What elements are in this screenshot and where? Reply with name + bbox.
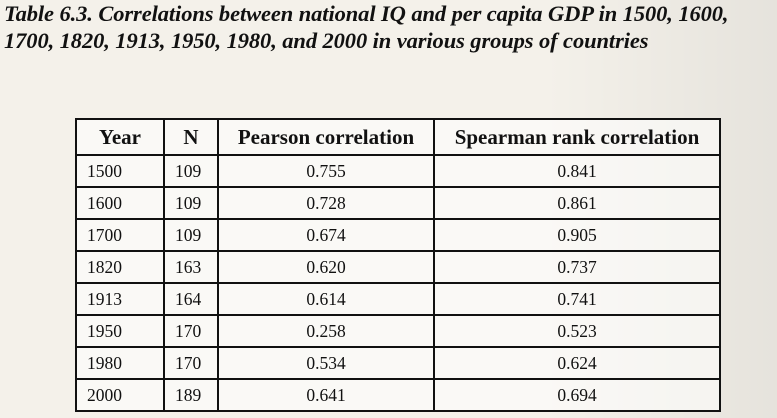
cell-n: 164 (163, 282, 219, 316)
correlation-table: Year N Pearson correlation Spearman rank… (75, 118, 721, 412)
column-header-pearson: Pearson correlation (217, 118, 435, 156)
cell-pearson: 0.534 (217, 346, 435, 380)
table-row: 1700 109 0.674 0.905 (75, 218, 721, 252)
cell-spearman: 0.841 (433, 154, 721, 188)
cell-n: 170 (163, 346, 219, 380)
cell-year: 1950 (75, 314, 165, 348)
cell-n: 170 (163, 314, 219, 348)
table-row: 2000 189 0.641 0.694 (75, 378, 721, 412)
cell-n: 109 (163, 218, 219, 252)
table-row: 1913 164 0.614 0.741 (75, 282, 721, 316)
cell-spearman: 0.905 (433, 218, 721, 252)
cell-year: 1500 (75, 154, 165, 188)
cell-pearson: 0.674 (217, 218, 435, 252)
cell-spearman: 0.624 (433, 346, 721, 380)
table-header-row: Year N Pearson correlation Spearman rank… (75, 118, 721, 156)
cell-spearman: 0.523 (433, 314, 721, 348)
table-row: 1820 163 0.620 0.737 (75, 250, 721, 284)
cell-spearman: 0.741 (433, 282, 721, 316)
cell-n: 189 (163, 378, 219, 412)
cell-year: 1820 (75, 250, 165, 284)
cell-pearson: 0.728 (217, 186, 435, 220)
cell-spearman: 0.861 (433, 186, 721, 220)
cell-n: 163 (163, 250, 219, 284)
cell-n: 109 (163, 154, 219, 188)
cell-pearson: 0.755 (217, 154, 435, 188)
table-row: 1600 109 0.728 0.861 (75, 186, 721, 220)
table-row: 1500 109 0.755 0.841 (75, 154, 721, 188)
table-number: Table 6.3. (4, 1, 93, 26)
table-row: 1980 170 0.534 0.624 (75, 346, 721, 380)
cell-spearman: 0.737 (433, 250, 721, 284)
column-header-n: N (163, 118, 219, 156)
cell-spearman: 0.694 (433, 378, 721, 412)
table-caption: Table 6.3. Correlations between national… (4, 0, 774, 54)
cell-year: 1600 (75, 186, 165, 220)
cell-year: 1700 (75, 218, 165, 252)
cell-pearson: 0.641 (217, 378, 435, 412)
cell-n: 109 (163, 186, 219, 220)
table-title: Correlations between national IQ and per… (4, 1, 729, 53)
table-row: 1950 170 0.258 0.523 (75, 314, 721, 348)
cell-year: 1913 (75, 282, 165, 316)
column-header-year: Year (75, 118, 165, 156)
cell-pearson: 0.614 (217, 282, 435, 316)
cell-year: 2000 (75, 378, 165, 412)
cell-pearson: 0.620 (217, 250, 435, 284)
cell-pearson: 0.258 (217, 314, 435, 348)
cell-year: 1980 (75, 346, 165, 380)
column-header-spearman: Spearman rank correlation (433, 118, 721, 156)
